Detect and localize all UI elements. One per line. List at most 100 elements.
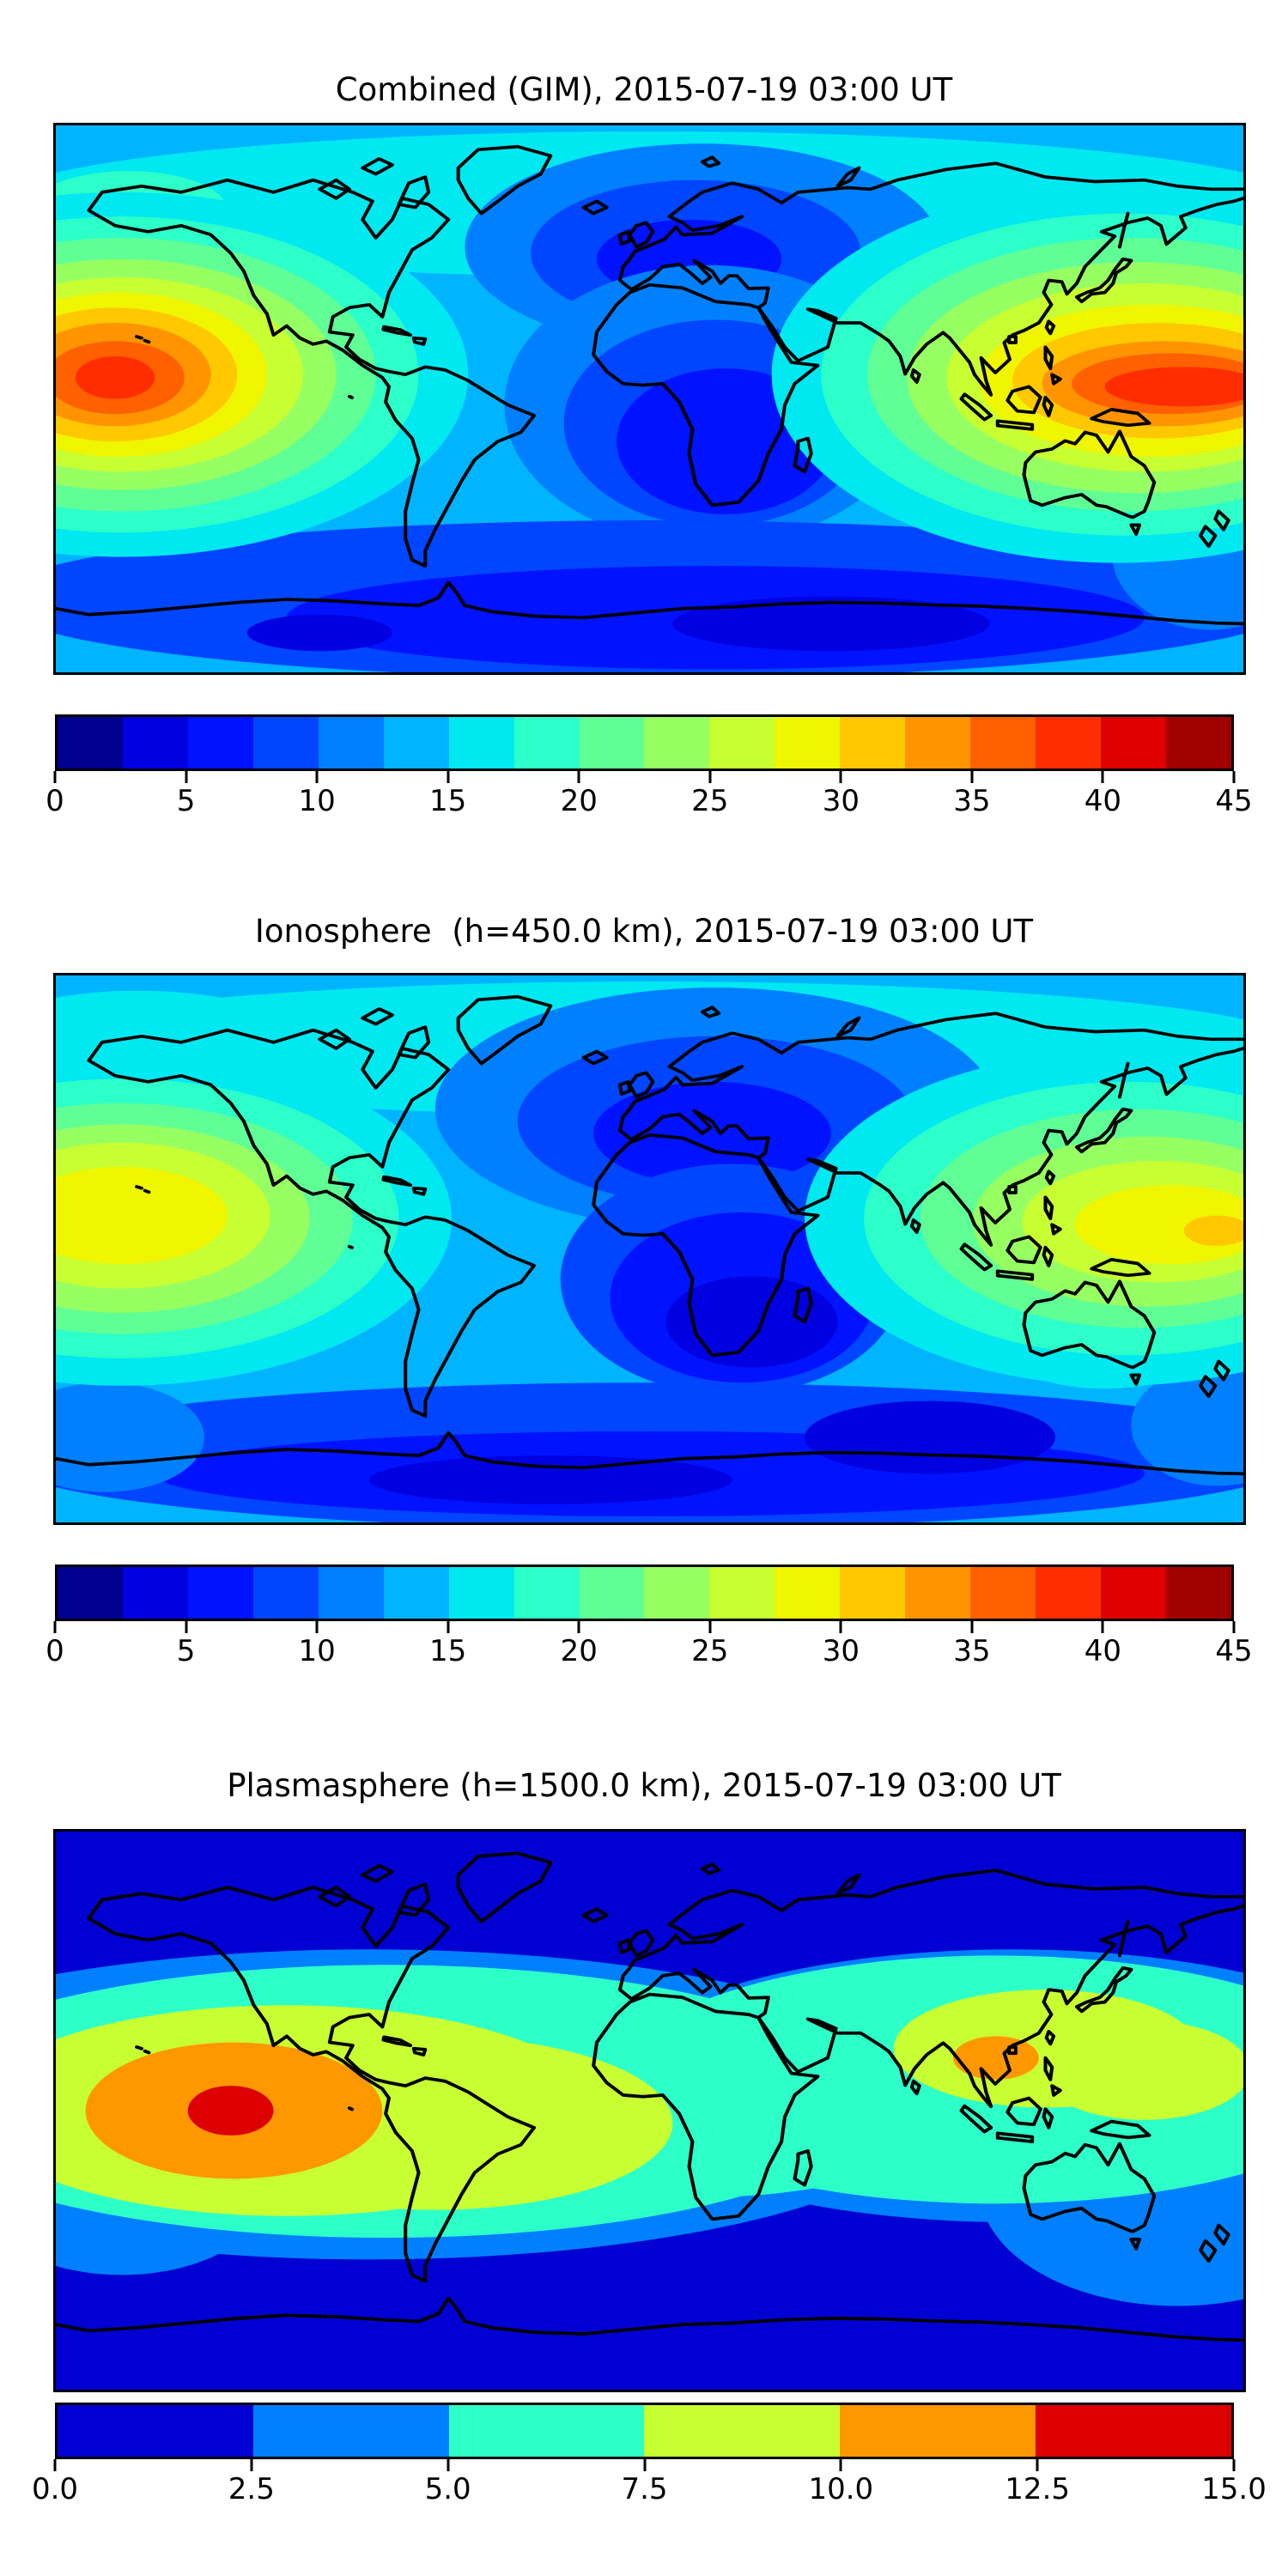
colorbar-segment — [644, 2405, 841, 2457]
colorbar-tick — [185, 1621, 188, 1633]
colorbar-segment — [513, 717, 580, 769]
colorbar-segment — [905, 1567, 971, 1619]
colorbar-tick — [315, 771, 319, 783]
colorbar-tick-label: 2.5 — [228, 2472, 275, 2506]
panel1-map-canvas — [56, 125, 1243, 672]
colorbar-tick — [250, 2459, 253, 2471]
colorbar-tick-label: 35 — [953, 784, 991, 818]
panel3-colorbar-ticks — [53, 2459, 1236, 2471]
colorbar-tick-label: 5 — [176, 784, 196, 818]
colorbar-segment — [58, 1567, 123, 1619]
panel1-title: Combined (GIM), 2015-07-19 03:00 UT — [335, 71, 953, 108]
panel3-colorbar-tick-labels: 0.0 2.5 5.0 7.5 10.0 12.5 15.0 — [32, 2472, 1267, 2512]
colorbar-segment — [187, 1567, 253, 1619]
panel3-contour-field — [56, 1832, 1243, 2390]
panel2-contour-field — [56, 975, 1243, 1522]
colorbar-tick — [708, 771, 712, 783]
colorbar-tick — [839, 771, 842, 783]
colorbar-segment — [252, 1567, 319, 1619]
colorbar-segment — [775, 717, 841, 769]
colorbar-tick-label: 25 — [691, 784, 729, 818]
colorbar-tick-label: 10 — [298, 1634, 336, 1668]
colorbar-segment — [448, 717, 514, 769]
colorbar-tick — [1101, 1621, 1104, 1633]
colorbar-segment — [122, 1567, 188, 1619]
colorbar-tick — [53, 771, 57, 783]
panel3-map — [53, 1829, 1246, 2392]
colorbar-tick-label: 15 — [429, 784, 467, 818]
colorbar-tick — [708, 1621, 712, 1633]
colorbar-tick-label: 45 — [1215, 784, 1253, 818]
colorbar-segment — [905, 717, 971, 769]
colorbar-segment — [252, 717, 319, 769]
colorbar-tick-label: 10.0 — [808, 2472, 874, 2506]
colorbar-tick — [1232, 1621, 1236, 1633]
colorbar-tick-label: 10 — [298, 784, 336, 818]
colorbar-tick — [643, 2459, 646, 2471]
colorbar-tick-label: 25 — [691, 1634, 729, 1668]
colorbar-tick — [53, 2459, 57, 2471]
colorbar-tick-label: 5 — [176, 1634, 196, 1668]
colorbar-segment — [840, 1567, 906, 1619]
colorbar-segment — [383, 1567, 449, 1619]
colorbar-segment — [1165, 1567, 1231, 1619]
colorbar-tick — [839, 2459, 842, 2471]
colorbar-segment — [252, 2405, 449, 2457]
colorbar-tick — [447, 771, 450, 783]
colorbar-segment — [513, 1567, 580, 1619]
colorbar-tick-label: 0.0 — [31, 2472, 79, 2506]
colorbar-tick — [970, 1621, 974, 1633]
colorbar-segment — [318, 1567, 384, 1619]
colorbar-tick — [315, 1621, 319, 1633]
panel2-title: Ionosphere (h=450.0 km), 2015-07-19 03:0… — [254, 913, 1034, 950]
colorbar-segment — [448, 2405, 645, 2457]
panel3-colorbar: 0.0 2.5 5.0 7.5 10.0 12.5 15.0 — [32, 2403, 1267, 2512]
panel2-colorbar-ticks — [53, 1621, 1236, 1633]
colorbar-segment — [448, 1567, 514, 1619]
colorbar-segment — [1036, 1567, 1101, 1619]
colorbar-tick-label: 35 — [953, 1634, 991, 1668]
colorbar-tick-label: 40 — [1084, 784, 1122, 818]
colorbar-segment — [1165, 717, 1231, 769]
colorbar-segment — [1036, 717, 1101, 769]
colorbar-segment — [709, 717, 775, 769]
colorbar-segment — [840, 2405, 1036, 2457]
colorbar-tick — [1101, 771, 1104, 783]
panel1-map — [53, 123, 1246, 675]
colorbar-segment — [1101, 1567, 1166, 1619]
colorbar-tick-label: 40 — [1084, 1634, 1122, 1668]
colorbar-segment — [970, 1567, 1036, 1619]
colorbar-tick — [839, 1621, 842, 1633]
colorbar-tick-label: 30 — [822, 1634, 860, 1668]
colorbar-segment — [187, 717, 253, 769]
colorbar-tick-label: 0 — [46, 784, 64, 818]
panel1-contour-field — [56, 125, 1243, 672]
colorbar-tick — [447, 2459, 450, 2471]
colorbar-tick-label: 5.0 — [424, 2472, 471, 2506]
colorbar-tick — [447, 1621, 450, 1633]
colorbar-tick-label: 15 — [429, 1634, 467, 1668]
colorbar-segment — [644, 1567, 710, 1619]
colorbar-segment — [970, 717, 1036, 769]
panel2-colorbar: 0 5 10 15 20 25 30 35 40 45 — [46, 1564, 1253, 1674]
colorbar-tick — [53, 1621, 57, 1633]
colorbar-tick-label: 30 — [822, 784, 860, 818]
colorbar-tick-label: 15.0 — [1201, 2472, 1267, 2506]
colorbar-tick-label: 20 — [560, 784, 598, 818]
colorbar-tick-label: 12.5 — [1005, 2472, 1071, 2506]
colorbar-segment — [579, 717, 645, 769]
colorbar-segment — [318, 717, 384, 769]
colorbar-tick — [1036, 2459, 1039, 2471]
colorbar-tick — [577, 1621, 580, 1633]
colorbar-tick — [1232, 2459, 1236, 2471]
colorbar-segment — [644, 717, 710, 769]
panel1-colorbar-gradient — [55, 714, 1234, 771]
colorbar-tick-label: 7.5 — [621, 2472, 668, 2506]
colorbar-segment — [383, 717, 449, 769]
colorbar-segment — [122, 717, 188, 769]
colorbar-segment — [58, 717, 123, 769]
colorbar-segment — [840, 717, 906, 769]
colorbar-tick — [185, 771, 188, 783]
colorbar-tick — [970, 771, 974, 783]
